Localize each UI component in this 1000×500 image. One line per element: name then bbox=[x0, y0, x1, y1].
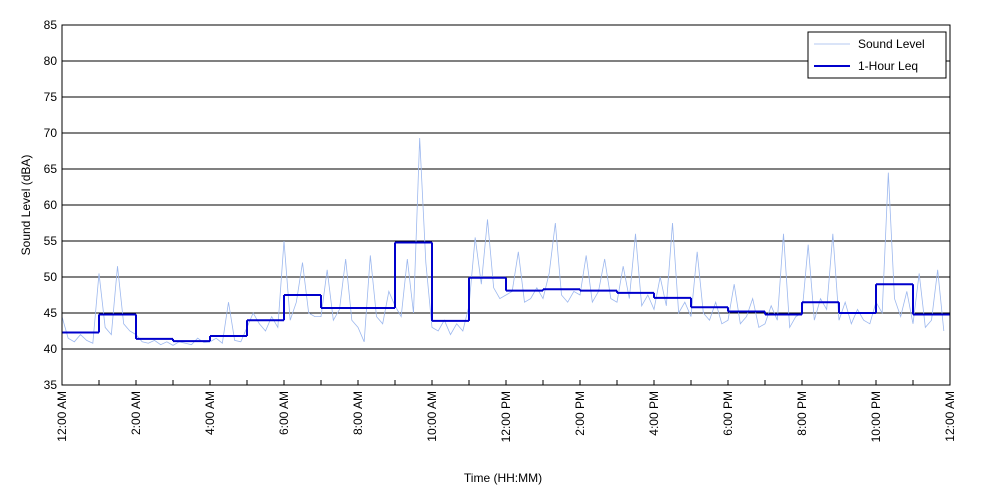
x-tick-label: 6:00 PM bbox=[721, 391, 735, 436]
y-tick-label: 80 bbox=[44, 54, 58, 68]
y-tick-label: 65 bbox=[44, 162, 58, 176]
legend-label: Sound Level bbox=[858, 37, 925, 51]
y-axis-label: Sound Level (dBA) bbox=[19, 155, 33, 256]
x-tick-label: 4:00 PM bbox=[647, 391, 661, 436]
x-tick-label: 8:00 AM bbox=[351, 391, 365, 435]
x-tick-label: 12:00 AM bbox=[55, 391, 69, 442]
y-tick-label: 70 bbox=[44, 126, 58, 140]
x-tick-label: 2:00 PM bbox=[573, 391, 587, 436]
legend-label: 1-Hour Leq bbox=[858, 59, 918, 73]
x-tick-label: 10:00 PM bbox=[869, 391, 883, 442]
y-tick-label: 35 bbox=[44, 378, 58, 392]
y-tick-label: 40 bbox=[44, 342, 58, 356]
legend-box bbox=[807, 31, 947, 79]
x-tick-label: 12:00 AM bbox=[943, 391, 957, 442]
y-tick-label: 45 bbox=[44, 306, 58, 320]
y-tick-label: 75 bbox=[44, 90, 58, 104]
y-tick-label: 55 bbox=[44, 234, 58, 248]
plot-frame bbox=[61, 24, 951, 386]
x-tick-label: 10:00 AM bbox=[425, 391, 439, 442]
x-tick-label: 2:00 AM bbox=[129, 391, 143, 435]
x-tick-label: 6:00 AM bbox=[277, 391, 291, 435]
y-tick-label: 85 bbox=[44, 18, 58, 32]
x-tick-label: 4:00 AM bbox=[203, 391, 217, 435]
x-axis-label: Time (HH:MM) bbox=[464, 471, 542, 485]
y-tick-label: 60 bbox=[44, 198, 58, 212]
x-tick-label: 12:00 PM bbox=[499, 391, 513, 442]
x-tick-label: 8:00 PM bbox=[795, 391, 809, 436]
y-tick-label: 50 bbox=[44, 270, 58, 284]
